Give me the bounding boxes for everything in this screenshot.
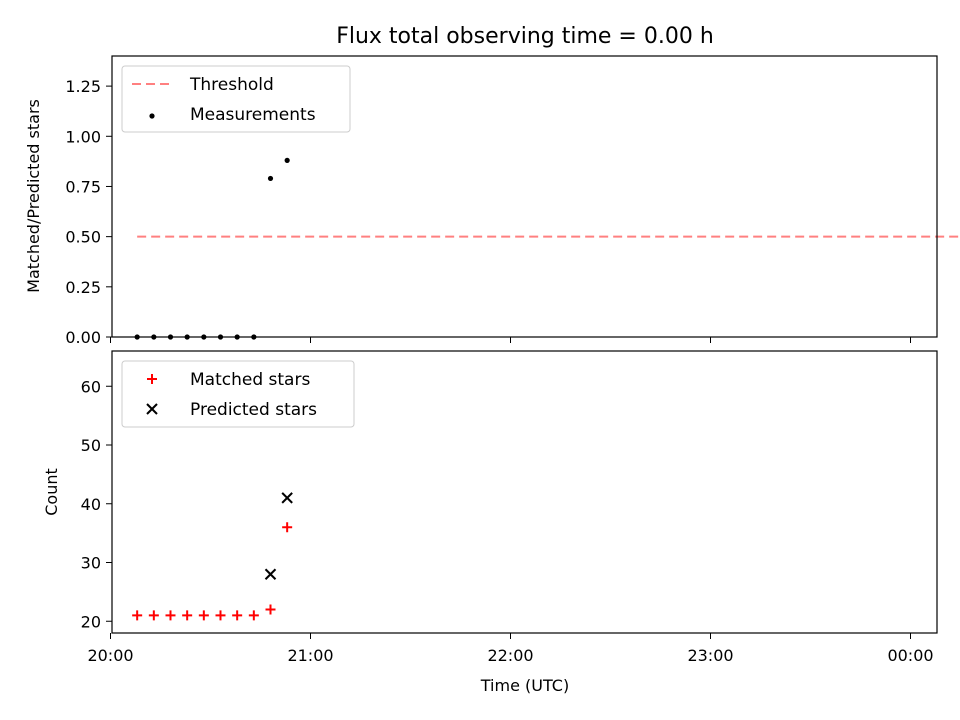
legend-matched-label: Matched stars xyxy=(190,370,310,390)
legend-plus-marker xyxy=(147,374,157,384)
matched-star-point xyxy=(215,610,226,621)
matched-star-point xyxy=(148,610,159,621)
top-y-tick-label: 0.75 xyxy=(65,177,101,196)
matched-star-point xyxy=(198,610,209,621)
bottom-legend-box xyxy=(121,360,355,428)
bottom-y-tick-label: 50 xyxy=(81,436,101,455)
bottom-y-tick-label: 60 xyxy=(81,377,101,396)
top-y-tick-label: 1.25 xyxy=(65,77,101,96)
bottom-y-axis-label: Count xyxy=(42,468,61,516)
top-y-tick-label: 0.25 xyxy=(65,278,101,297)
bottom-x-axis-label: Time (UTC) xyxy=(480,676,569,695)
legend-predicted-label: Predicted stars xyxy=(190,400,317,420)
legend-matched-swatch xyxy=(147,374,157,384)
top-y-tick-label: 1.00 xyxy=(65,127,101,146)
legend-x-marker xyxy=(146,403,158,415)
top-legend-box xyxy=(121,65,351,133)
top-y-tick-label: 0.00 xyxy=(65,328,101,347)
figure-title: Flux total observing time = 0.00 h xyxy=(336,24,714,49)
top-legend: Threshold Measurements xyxy=(121,65,351,133)
bottom-x-tick-label: 20:00 xyxy=(87,646,133,665)
top-axes-frame xyxy=(111,55,938,338)
top-y-tick-label: 0.50 xyxy=(65,228,101,247)
predicted-star-point xyxy=(264,568,277,580)
top-panel: 0.00 0.25 0.50 0.75 1.00 1.25 Matched/Predict… xyxy=(24,55,960,347)
measurement-point xyxy=(284,157,290,163)
matched-star-point xyxy=(282,522,293,533)
predicted-star-point xyxy=(281,492,293,504)
bottom-x-tick-label: 21:00 xyxy=(287,646,333,665)
matched-star-point xyxy=(232,610,243,621)
legend-threshold-label: Threshold xyxy=(189,75,274,95)
bottom-x-tick-label: 23:00 xyxy=(687,646,733,665)
matched-star-point xyxy=(132,610,143,621)
legend-measurements-label: Measurements xyxy=(190,105,316,125)
bottom-y-tick-label: 40 xyxy=(81,495,101,514)
bottom-x-tick-label: 22:00 xyxy=(487,646,533,665)
measurement-point xyxy=(267,175,274,182)
bottom-axes-frame xyxy=(111,350,938,634)
matched-star-point xyxy=(265,604,276,615)
matched-star-point xyxy=(165,610,176,621)
bottom-panel: 203040506020:0021:0022:0023:0000:0001:00… xyxy=(42,350,938,695)
legend-predicted-swatch xyxy=(146,403,158,415)
legend-measurements-swatch xyxy=(149,113,155,119)
bottom-x-tick-label: 00:00 xyxy=(887,646,933,665)
matched-star-point xyxy=(248,610,259,621)
matched-star-point xyxy=(182,610,193,621)
bottom-y-tick-label: 30 xyxy=(81,554,101,573)
bottom-y-tick-label: 20 xyxy=(81,612,101,631)
top-y-axis-label: Matched/Predicted stars xyxy=(24,99,43,293)
bottom-legend: Matched stars Predicted stars xyxy=(121,360,355,428)
